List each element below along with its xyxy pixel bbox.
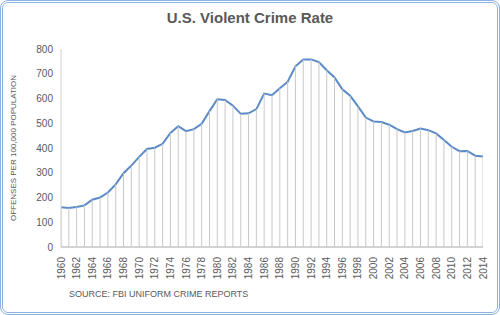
svg-text:OFFENSES PER 100,000 POPULATIO: OFFENSES PER 100,000 POPULATION bbox=[9, 75, 18, 221]
svg-text:200: 200 bbox=[36, 192, 53, 203]
svg-text:1982: 1982 bbox=[227, 257, 238, 280]
svg-text:1966: 1966 bbox=[102, 257, 113, 280]
svg-text:1980: 1980 bbox=[212, 257, 223, 280]
svg-text:1978: 1978 bbox=[196, 257, 207, 280]
svg-text:2012: 2012 bbox=[462, 257, 473, 280]
html-text:U.S. Violent Crime Rate: U.S. Violent Crime Rate bbox=[166, 9, 334, 26]
svg-text:2010: 2010 bbox=[446, 257, 457, 280]
svg-text:100: 100 bbox=[36, 217, 53, 228]
svg-text:1986: 1986 bbox=[259, 257, 270, 280]
svg-text:1984: 1984 bbox=[243, 257, 254, 280]
svg-text:600: 600 bbox=[36, 93, 53, 104]
svg-text:1968: 1968 bbox=[118, 257, 129, 280]
svg-text:1962: 1962 bbox=[71, 257, 82, 280]
svg-text:2004: 2004 bbox=[399, 257, 410, 280]
svg-text:2006: 2006 bbox=[415, 257, 426, 280]
svg-text:1996: 1996 bbox=[337, 257, 348, 280]
svg-text:2002: 2002 bbox=[384, 257, 395, 280]
html-text:SOURCE: FBI UNIFORM CRIME REPO: SOURCE: FBI UNIFORM CRIME REPORTS bbox=[69, 289, 249, 299]
svg-text:1972: 1972 bbox=[149, 257, 160, 280]
svg-text:2014: 2014 bbox=[478, 257, 489, 280]
svg-text:800: 800 bbox=[36, 44, 53, 55]
svg-text:1964: 1964 bbox=[87, 257, 98, 280]
svg-text:1970: 1970 bbox=[134, 257, 145, 280]
svg-text:1988: 1988 bbox=[274, 257, 285, 280]
svg-text:1994: 1994 bbox=[321, 257, 332, 280]
svg-text:0: 0 bbox=[47, 242, 53, 253]
svg-text:2000: 2000 bbox=[368, 257, 379, 280]
svg-text:1990: 1990 bbox=[290, 257, 301, 280]
svg-text:1976: 1976 bbox=[181, 257, 192, 280]
svg-text:500: 500 bbox=[36, 118, 53, 129]
svg-text:400: 400 bbox=[36, 143, 53, 154]
svg-text:1998: 1998 bbox=[352, 257, 363, 280]
svg-text:1960: 1960 bbox=[56, 257, 67, 280]
svg-text:1974: 1974 bbox=[165, 257, 176, 280]
svg-text:2008: 2008 bbox=[431, 257, 442, 280]
svg-text:1992: 1992 bbox=[306, 257, 317, 280]
svg-text:700: 700 bbox=[36, 68, 53, 79]
svg-text:300: 300 bbox=[36, 167, 53, 178]
